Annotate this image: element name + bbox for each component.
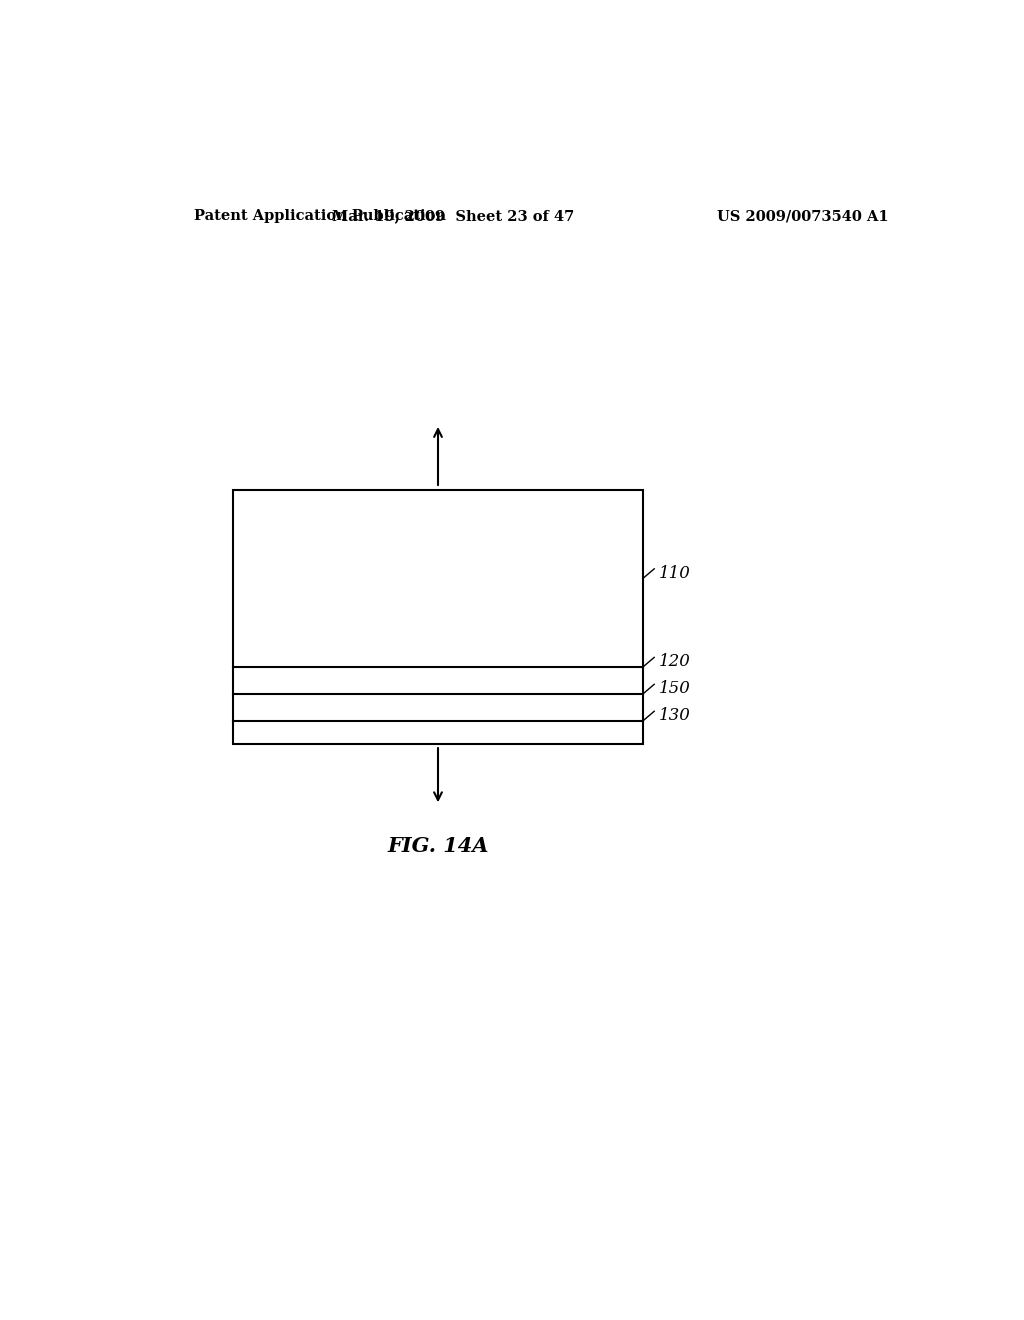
Text: FIG. 14A: FIG. 14A bbox=[387, 836, 488, 855]
Text: 130: 130 bbox=[658, 708, 691, 725]
Bar bbox=[232, 490, 643, 743]
Text: Mar. 19, 2009  Sheet 23 of 47: Mar. 19, 2009 Sheet 23 of 47 bbox=[333, 209, 574, 223]
Text: 150: 150 bbox=[658, 680, 691, 697]
Text: US 2009/0073540 A1: US 2009/0073540 A1 bbox=[717, 209, 889, 223]
Text: 110: 110 bbox=[658, 565, 691, 582]
Text: Patent Application Publication: Patent Application Publication bbox=[194, 209, 445, 223]
Text: 120: 120 bbox=[658, 653, 691, 671]
